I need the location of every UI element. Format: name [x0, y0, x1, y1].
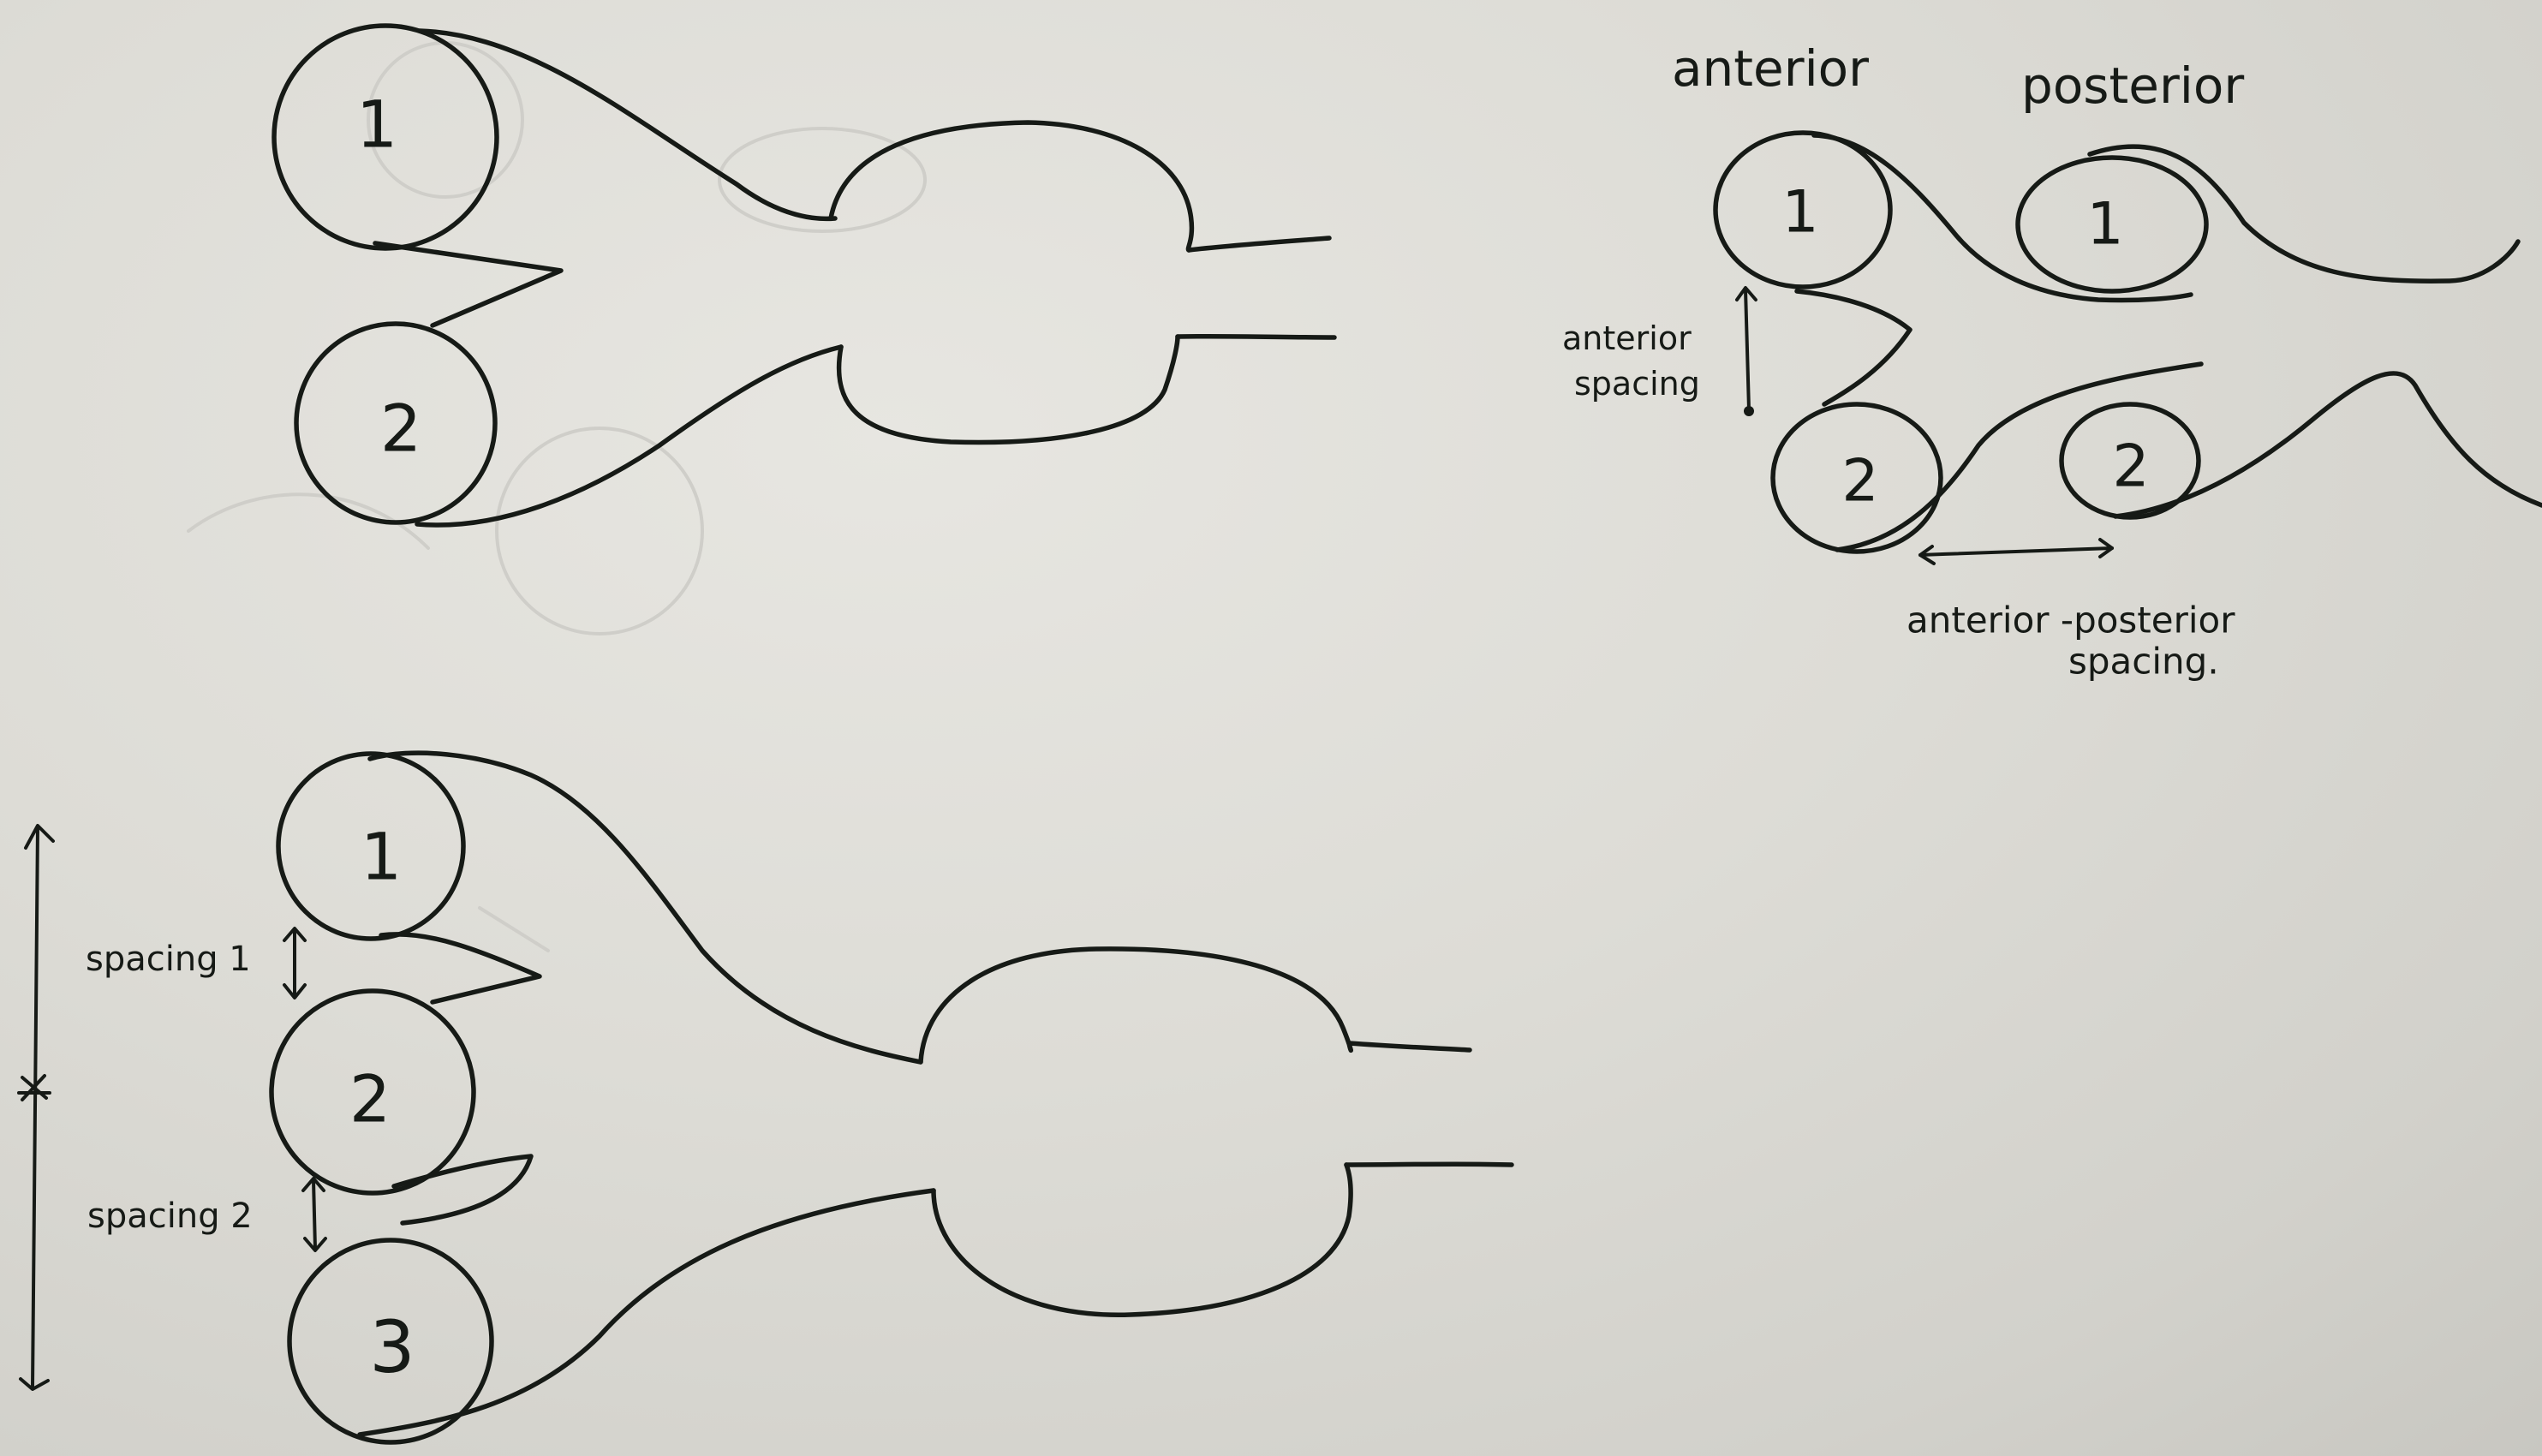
top-pinch	[373, 241, 564, 328]
posterior-cylinder-1	[2015, 155, 2209, 294]
posterior-cylinder-2	[2059, 402, 2201, 520]
bottom-pinch-1	[379, 932, 542, 1005]
anterior-runner-upper	[1811, 133, 2193, 303]
cylinder-3-circle-b	[287, 1238, 494, 1445]
anterior-cylinder-1-number: 1	[1781, 179, 1818, 247]
bottom-runner-lower	[357, 1188, 936, 1437]
posterior-runner-lower	[2113, 371, 2542, 519]
cylinder-2-number-b: 2	[349, 1061, 391, 1137]
cylinder-1-circle-b	[276, 751, 466, 941]
top-runner-upper	[417, 28, 838, 222]
posterior-title: posterior	[2021, 57, 2244, 115]
posterior-cylinder-1-number: 1	[2086, 191, 2123, 259]
anterior-posterior-diagram: anterior posterior 1 2 1 2 anterior spac…	[1562, 39, 2542, 683]
bottom-outlet-tube	[1344, 1041, 1514, 1167]
posterior-cylinder-2-number: 2	[2112, 433, 2149, 501]
posterior-runner-upper	[2087, 144, 2521, 283]
anterior-posterior-spacing-arrow	[1918, 538, 2114, 565]
bottom-pinch-2	[391, 1154, 534, 1226]
top-plenum	[828, 120, 1195, 445]
anterior-spacing-arrow	[1735, 286, 1757, 416]
overall-span-arrow	[17, 824, 55, 1391]
cylinder-1-number: 1	[356, 87, 397, 163]
top-runner-lower	[415, 344, 844, 528]
anterior-spacing-label-2: spacing	[1574, 365, 1700, 403]
cylinder-2-number: 2	[380, 391, 421, 467]
paper-ghost-marks	[187, 41, 927, 952]
anterior-runner-lower	[1835, 361, 2204, 552]
cylinder-1-circle	[272, 23, 499, 251]
cylinder-2-circle	[294, 321, 498, 525]
spacing-1-label: spacing 1	[86, 940, 251, 979]
anterior-title: anterior	[1672, 39, 1869, 98]
bottom-runner-upper	[367, 750, 923, 1065]
ap-spacing-label-1: anterior -posterior	[1906, 600, 2235, 641]
spacing-1-arrow	[283, 927, 307, 1000]
bottom-plenum	[918, 946, 1354, 1317]
top-outlet-tube	[1175, 236, 1337, 340]
three-cylinder-diagram: 1 2 3 spacing 1 spacing 2	[17, 750, 1514, 1445]
cylinder-1-number-b: 1	[361, 819, 402, 895]
anterior-cylinder-2	[1770, 402, 1943, 554]
spacing-2-arrow	[301, 1177, 327, 1252]
spacing-2-label: spacing 2	[87, 1196, 253, 1236]
cylinder-3-number-b: 3	[369, 1305, 415, 1389]
ap-spacing-label-2: spacing.	[2068, 641, 2219, 683]
anterior-cylinder-1	[1713, 130, 1893, 289]
two-cylinder-diagram: 1 2	[272, 23, 1337, 528]
anterior-spacing-label-1: anterior	[1562, 319, 1692, 357]
anterior-pinch	[1794, 289, 1912, 407]
cylinder-2-circle-b	[269, 988, 476, 1196]
anterior-cylinder-2-number: 2	[1841, 448, 1878, 516]
